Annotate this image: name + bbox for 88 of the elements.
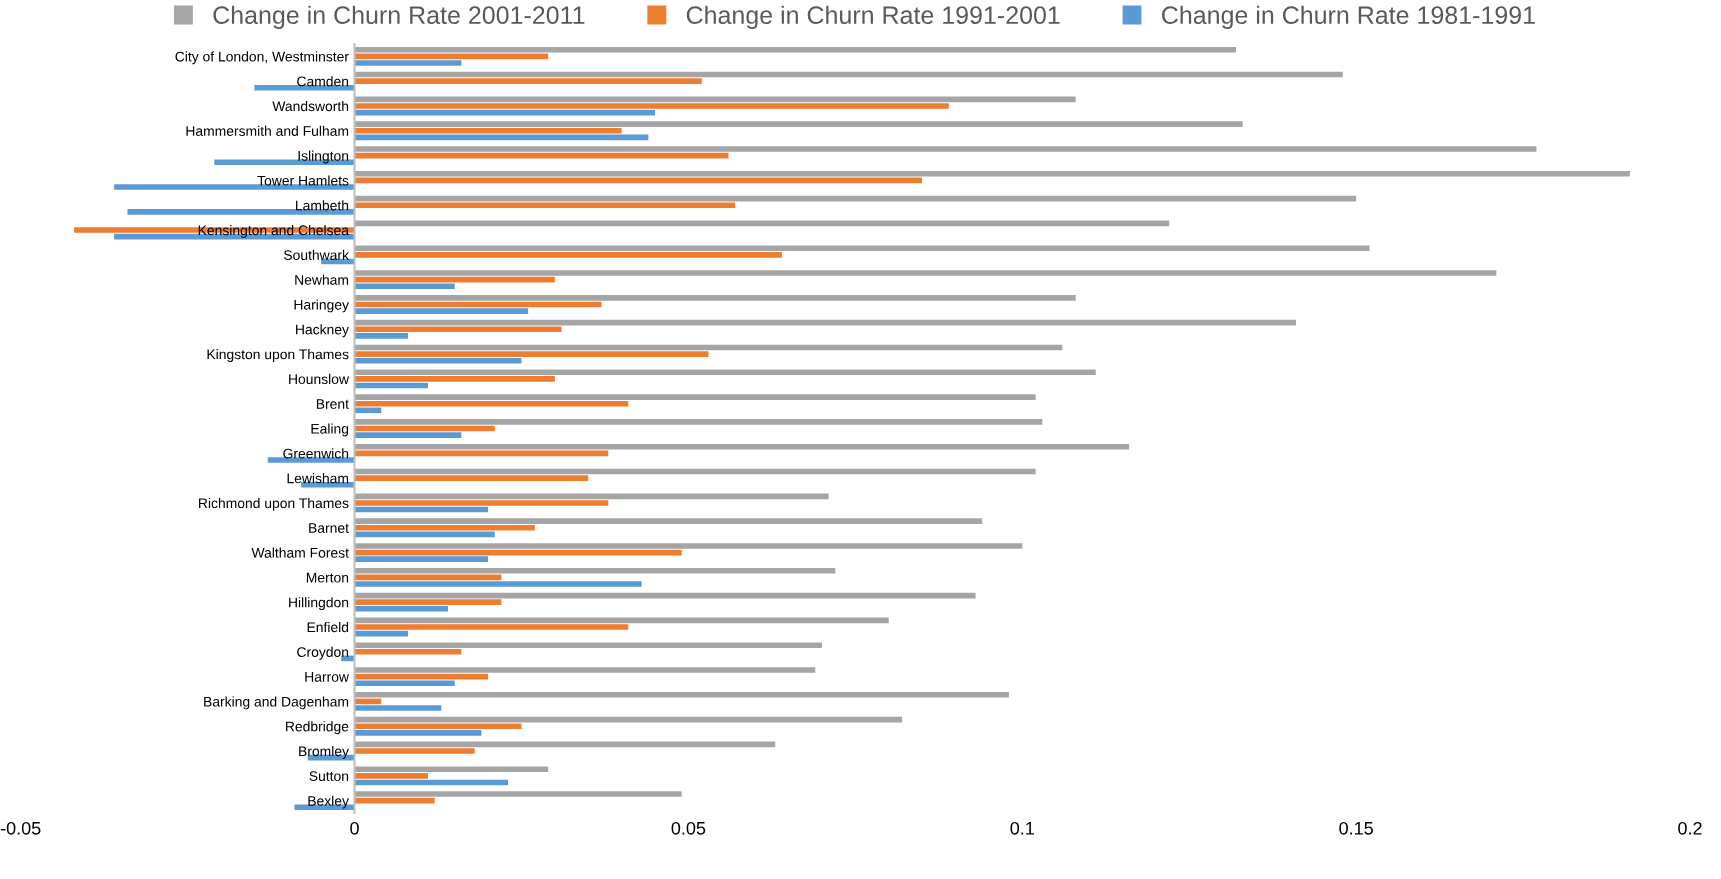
bar xyxy=(354,252,782,258)
bar xyxy=(114,184,355,190)
bar xyxy=(354,419,1043,425)
bar xyxy=(354,705,442,711)
y-tick-label: Croydon xyxy=(297,646,349,660)
y-tick-label: Greenwich xyxy=(283,448,349,459)
y-tick-label: Merton xyxy=(306,572,349,583)
y-tick-label: Barnet xyxy=(309,523,349,533)
y-tick-label: Lewisham xyxy=(287,473,349,484)
bar xyxy=(354,581,642,587)
y-tick-label: Wandsworth xyxy=(272,100,349,112)
y-tick-label: Redbridge xyxy=(286,721,349,735)
bar xyxy=(354,202,736,209)
x-tick-label: 0 xyxy=(350,821,359,835)
bar xyxy=(354,127,622,134)
x-tick-label: 0.15 xyxy=(1339,821,1373,835)
y-tick-label: Richmond upon Thames xyxy=(199,497,349,511)
bar xyxy=(354,326,562,333)
bar xyxy=(354,543,1023,549)
bar xyxy=(354,680,455,687)
y-tick-label: Barking and Dagenham xyxy=(204,696,349,710)
bar xyxy=(354,500,609,506)
bar xyxy=(354,791,682,797)
bar xyxy=(354,394,1036,400)
y-tick-label: Ealing xyxy=(311,423,349,437)
bar xyxy=(354,723,522,730)
bar xyxy=(354,692,1009,698)
bar xyxy=(354,170,1630,177)
bar xyxy=(354,475,589,481)
bar xyxy=(354,748,475,754)
legend-label: Change in Churn Rate 2001-2011 xyxy=(213,5,585,29)
bar xyxy=(354,351,709,357)
y-tick-label: City of London, Westminster xyxy=(175,51,349,65)
bar xyxy=(354,121,1243,127)
bar xyxy=(354,567,836,574)
x-tick-label: 0.2 xyxy=(1678,821,1702,835)
bar xyxy=(354,308,529,314)
bar xyxy=(354,357,522,364)
bar xyxy=(354,432,462,438)
y-tick-label: Kingston upon Thames xyxy=(207,349,349,362)
bar xyxy=(354,667,816,673)
bar xyxy=(354,599,502,605)
bar xyxy=(354,524,535,531)
y-tick-label: Camden xyxy=(297,76,349,87)
bar xyxy=(354,60,462,66)
legend-label: Change in Churn Rate 1981-1991 xyxy=(1162,5,1535,29)
bar xyxy=(354,369,1096,376)
y-tick-label: Hillingdon xyxy=(289,597,349,611)
bar xyxy=(354,766,549,773)
bar xyxy=(354,46,1236,53)
bar xyxy=(354,556,489,562)
bar xyxy=(354,295,1076,301)
y-tick-label: Hackney xyxy=(296,324,349,338)
bar xyxy=(354,400,629,407)
y-tick-label: Southwark xyxy=(283,249,349,261)
bar xyxy=(354,605,449,612)
y-tick-label: Haringey xyxy=(294,299,349,313)
y-tick-label: Harrow xyxy=(305,672,350,682)
bar xyxy=(354,333,408,339)
bar xyxy=(354,78,702,84)
bar xyxy=(267,457,355,463)
bar xyxy=(127,209,355,215)
y-tick-label: Sutton xyxy=(309,771,349,782)
x-tick-label: 0.05 xyxy=(671,821,706,835)
x-tick-label: 0.1 xyxy=(1010,821,1034,835)
y-tick-label: Brent xyxy=(316,399,349,409)
x-tick-label: -0.05 xyxy=(0,821,41,835)
y-tick-label: Tower Hamlets xyxy=(257,175,349,186)
bar xyxy=(354,730,482,736)
bar xyxy=(354,283,455,290)
y-tick-label: Lambeth xyxy=(296,200,349,211)
bar xyxy=(354,146,1537,152)
bar xyxy=(354,773,428,779)
bar xyxy=(354,376,555,382)
bar xyxy=(354,518,983,524)
bar xyxy=(354,624,629,630)
y-tick-label: Waltham Forest xyxy=(251,547,349,558)
bar xyxy=(354,245,1370,252)
y-tick-label: Hounslow xyxy=(289,373,350,385)
bar xyxy=(354,648,462,655)
y-tick-label: Enfield xyxy=(307,621,349,633)
y-tick-label: Hammersmith and Fulham xyxy=(186,125,349,136)
legend-label: Change in Churn Rate 1991-2001 xyxy=(686,5,1060,29)
bar xyxy=(354,443,1130,450)
bar xyxy=(354,103,949,109)
y-tick-label: Newham xyxy=(295,274,349,285)
bar xyxy=(354,642,822,648)
bar xyxy=(354,270,1497,276)
